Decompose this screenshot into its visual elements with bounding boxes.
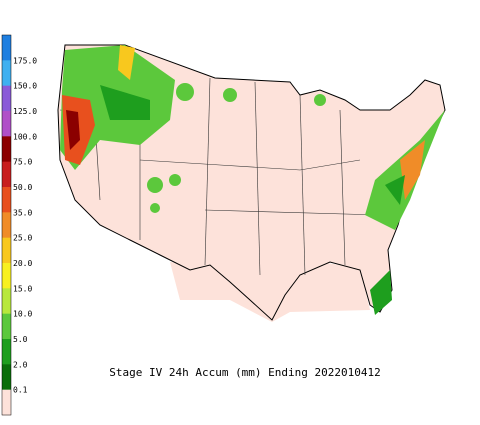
map-title: Stage IV 24h Accum (mm) Ending 202201041… — [109, 366, 381, 379]
legend-label: 100.0 — [13, 132, 37, 141]
legend-swatch — [2, 389, 11, 416]
legend-label: 50.0 — [13, 183, 32, 192]
legend-swatch — [2, 237, 11, 264]
legend-swatch — [2, 35, 11, 61]
legend-label: 125.0 — [13, 107, 37, 116]
legend-swatch — [2, 313, 11, 340]
legend-label: 5.0 — [13, 335, 28, 344]
legend-swatch — [2, 212, 11, 239]
legend-swatch — [2, 263, 11, 289]
legend-label: 20.0 — [13, 259, 32, 268]
legend-swatch — [2, 111, 11, 137]
legend-label: 75.0 — [13, 158, 32, 167]
legend-label: 0.1 — [13, 386, 28, 395]
legend-label: 35.0 — [13, 208, 32, 217]
legend-swatch — [2, 187, 11, 213]
legend-swatch — [2, 60, 11, 87]
legend: 175.0 150.0 125.0 100.0 75.0 50.0 35.0 25.0 20.0… — [1, 34, 37, 416]
legend-label: 2.0 — [13, 360, 28, 369]
legend-swatch — [2, 161, 11, 188]
precip-areas — [60, 45, 445, 315]
legend-label: 150.0 — [13, 82, 37, 91]
legend-swatch — [2, 136, 11, 163]
legend-swatch — [2, 288, 11, 315]
legend-frame — [1, 34, 12, 416]
legend-label: 10.0 — [13, 310, 32, 319]
legend-swatch — [2, 364, 11, 391]
legend-label: 25.0 — [13, 234, 32, 243]
legend-label: 15.0 — [13, 284, 32, 293]
map — [57, 44, 446, 322]
state-lines — [59, 74, 381, 276]
legend-swatch — [2, 85, 11, 112]
legend-swatch — [2, 339, 11, 365]
legend-label: 175.0 — [13, 56, 37, 65]
